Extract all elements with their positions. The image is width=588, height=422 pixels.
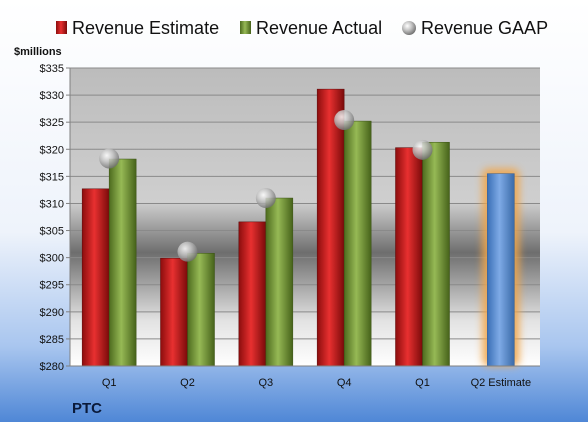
- legend-label-gaap: Revenue GAAP: [421, 18, 548, 38]
- bar-revenue-actual: [343, 120, 372, 367]
- legend-label-actual: Revenue Actual: [256, 18, 382, 38]
- y-tick-label: $280: [40, 361, 64, 373]
- legend: Revenue Estimate Revenue Actual Revenue …: [56, 18, 548, 38]
- x-tick-label: Q4: [337, 377, 352, 389]
- x-tick-label: Q1: [102, 377, 117, 389]
- company-label: PTC: [72, 400, 102, 417]
- bar-revenue-estimate: [238, 221, 267, 367]
- marker-revenue-gaap: [99, 148, 120, 169]
- bar-revenue-actual: [422, 141, 450, 367]
- legend-item-actual: Revenue Actual: [240, 18, 382, 38]
- y-tick-label: $285: [40, 334, 64, 346]
- y-axis-ticks: $280 $285 $290 $295 $300 $305 $310 $315 $320 $325…: [40, 63, 70, 373]
- x-axis-ticks: Q1 Q2 Q3 Q4 Q1 Q2 Estimate: [102, 377, 531, 389]
- legend-label-estimate: Revenue Estimate: [72, 18, 219, 38]
- legend-swatch-gaap: [402, 21, 416, 35]
- bar-revenue-actual: [265, 197, 294, 367]
- marker-revenue-gaap: [334, 110, 355, 131]
- y-tick-label: $330: [40, 90, 64, 102]
- y-tick-label: $335: [40, 63, 64, 75]
- y-tick-label: $305: [40, 226, 64, 238]
- y-tick-label: $310: [40, 198, 64, 210]
- legend-swatch-estimate: [56, 21, 67, 34]
- plot-area: [70, 68, 540, 366]
- x-tick-label: Q2 Estimate: [471, 377, 532, 389]
- y-tick-label: $300: [40, 253, 64, 265]
- y-axis-unit-label: $millions: [14, 46, 62, 58]
- x-tick-label: Q2: [180, 377, 195, 389]
- y-tick-label: $325: [40, 117, 64, 129]
- y-tick-label: $315: [40, 171, 64, 183]
- legend-item-estimate: Revenue Estimate: [56, 18, 219, 38]
- bar-revenue-actual: [187, 253, 215, 367]
- x-tick-label: Q3: [258, 377, 273, 389]
- legend-item-gaap: Revenue GAAP: [402, 18, 548, 38]
- bars: [81, 88, 515, 367]
- y-tick-label: $295: [40, 280, 64, 292]
- bar-q2-estimate: [487, 173, 515, 367]
- legend-swatch-actual: [240, 21, 251, 34]
- marker-revenue-gaap: [255, 188, 276, 209]
- bar-revenue-estimate: [316, 88, 345, 367]
- marker-revenue-gaap: [412, 139, 433, 160]
- bar-revenue-estimate: [395, 147, 423, 367]
- bar-revenue-estimate: [81, 188, 110, 367]
- y-tick-label: $320: [40, 144, 64, 156]
- bar-revenue-actual: [108, 158, 137, 367]
- x-tick-label: Q1: [415, 377, 430, 389]
- gaap-markers: [99, 110, 433, 262]
- y-tick-label: $290: [40, 307, 64, 319]
- gridlines: [70, 67, 540, 340]
- bar-revenue-estimate: [160, 257, 188, 367]
- marker-revenue-gaap: [177, 241, 198, 262]
